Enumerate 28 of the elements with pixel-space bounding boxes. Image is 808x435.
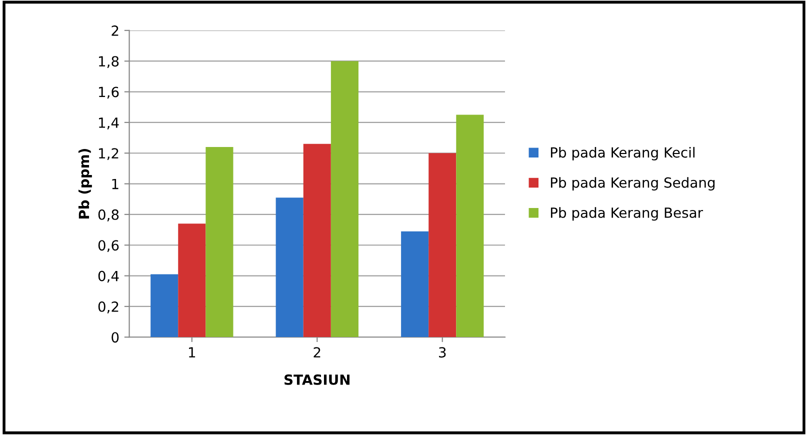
bar bbox=[303, 144, 331, 338]
bar bbox=[456, 114, 484, 338]
y-tick-label: 0,8 bbox=[98, 209, 119, 222]
x-tick-label: 1 bbox=[189, 347, 196, 358]
bar bbox=[150, 274, 178, 338]
legend-label: Pb pada Kerang Sedang bbox=[550, 177, 715, 191]
y-tick-label: 0,2 bbox=[98, 301, 118, 314]
bar bbox=[178, 224, 206, 338]
x-tick-label: 2 bbox=[314, 347, 320, 358]
bar bbox=[206, 146, 234, 338]
x-tick-label: 3 bbox=[439, 347, 446, 358]
legend-label: Pb pada Kerang Besar bbox=[550, 207, 704, 221]
bar bbox=[428, 153, 456, 338]
y-tick-label: 1 bbox=[112, 178, 118, 190]
y-tick-label: 0 bbox=[112, 332, 119, 343]
y-axis-title: Pb (ppm) bbox=[78, 148, 92, 219]
y-tick-label: 1,6 bbox=[98, 86, 119, 99]
y-tick-label: 1,2 bbox=[98, 148, 118, 160]
y-tick-label: 0,4 bbox=[98, 270, 119, 283]
y-tick-label: 0,6 bbox=[98, 240, 119, 252]
x-axis-title: STASIUN bbox=[284, 374, 350, 385]
y-tick-label: 2 bbox=[112, 25, 118, 36]
bar bbox=[401, 231, 429, 338]
bar bbox=[330, 61, 358, 338]
bar bbox=[276, 198, 304, 338]
y-tick-label: 1,8 bbox=[98, 56, 119, 68]
y-tick-label: 1,4 bbox=[98, 118, 119, 130]
legend-label: Pb pada Kerang Kecil bbox=[550, 146, 695, 160]
